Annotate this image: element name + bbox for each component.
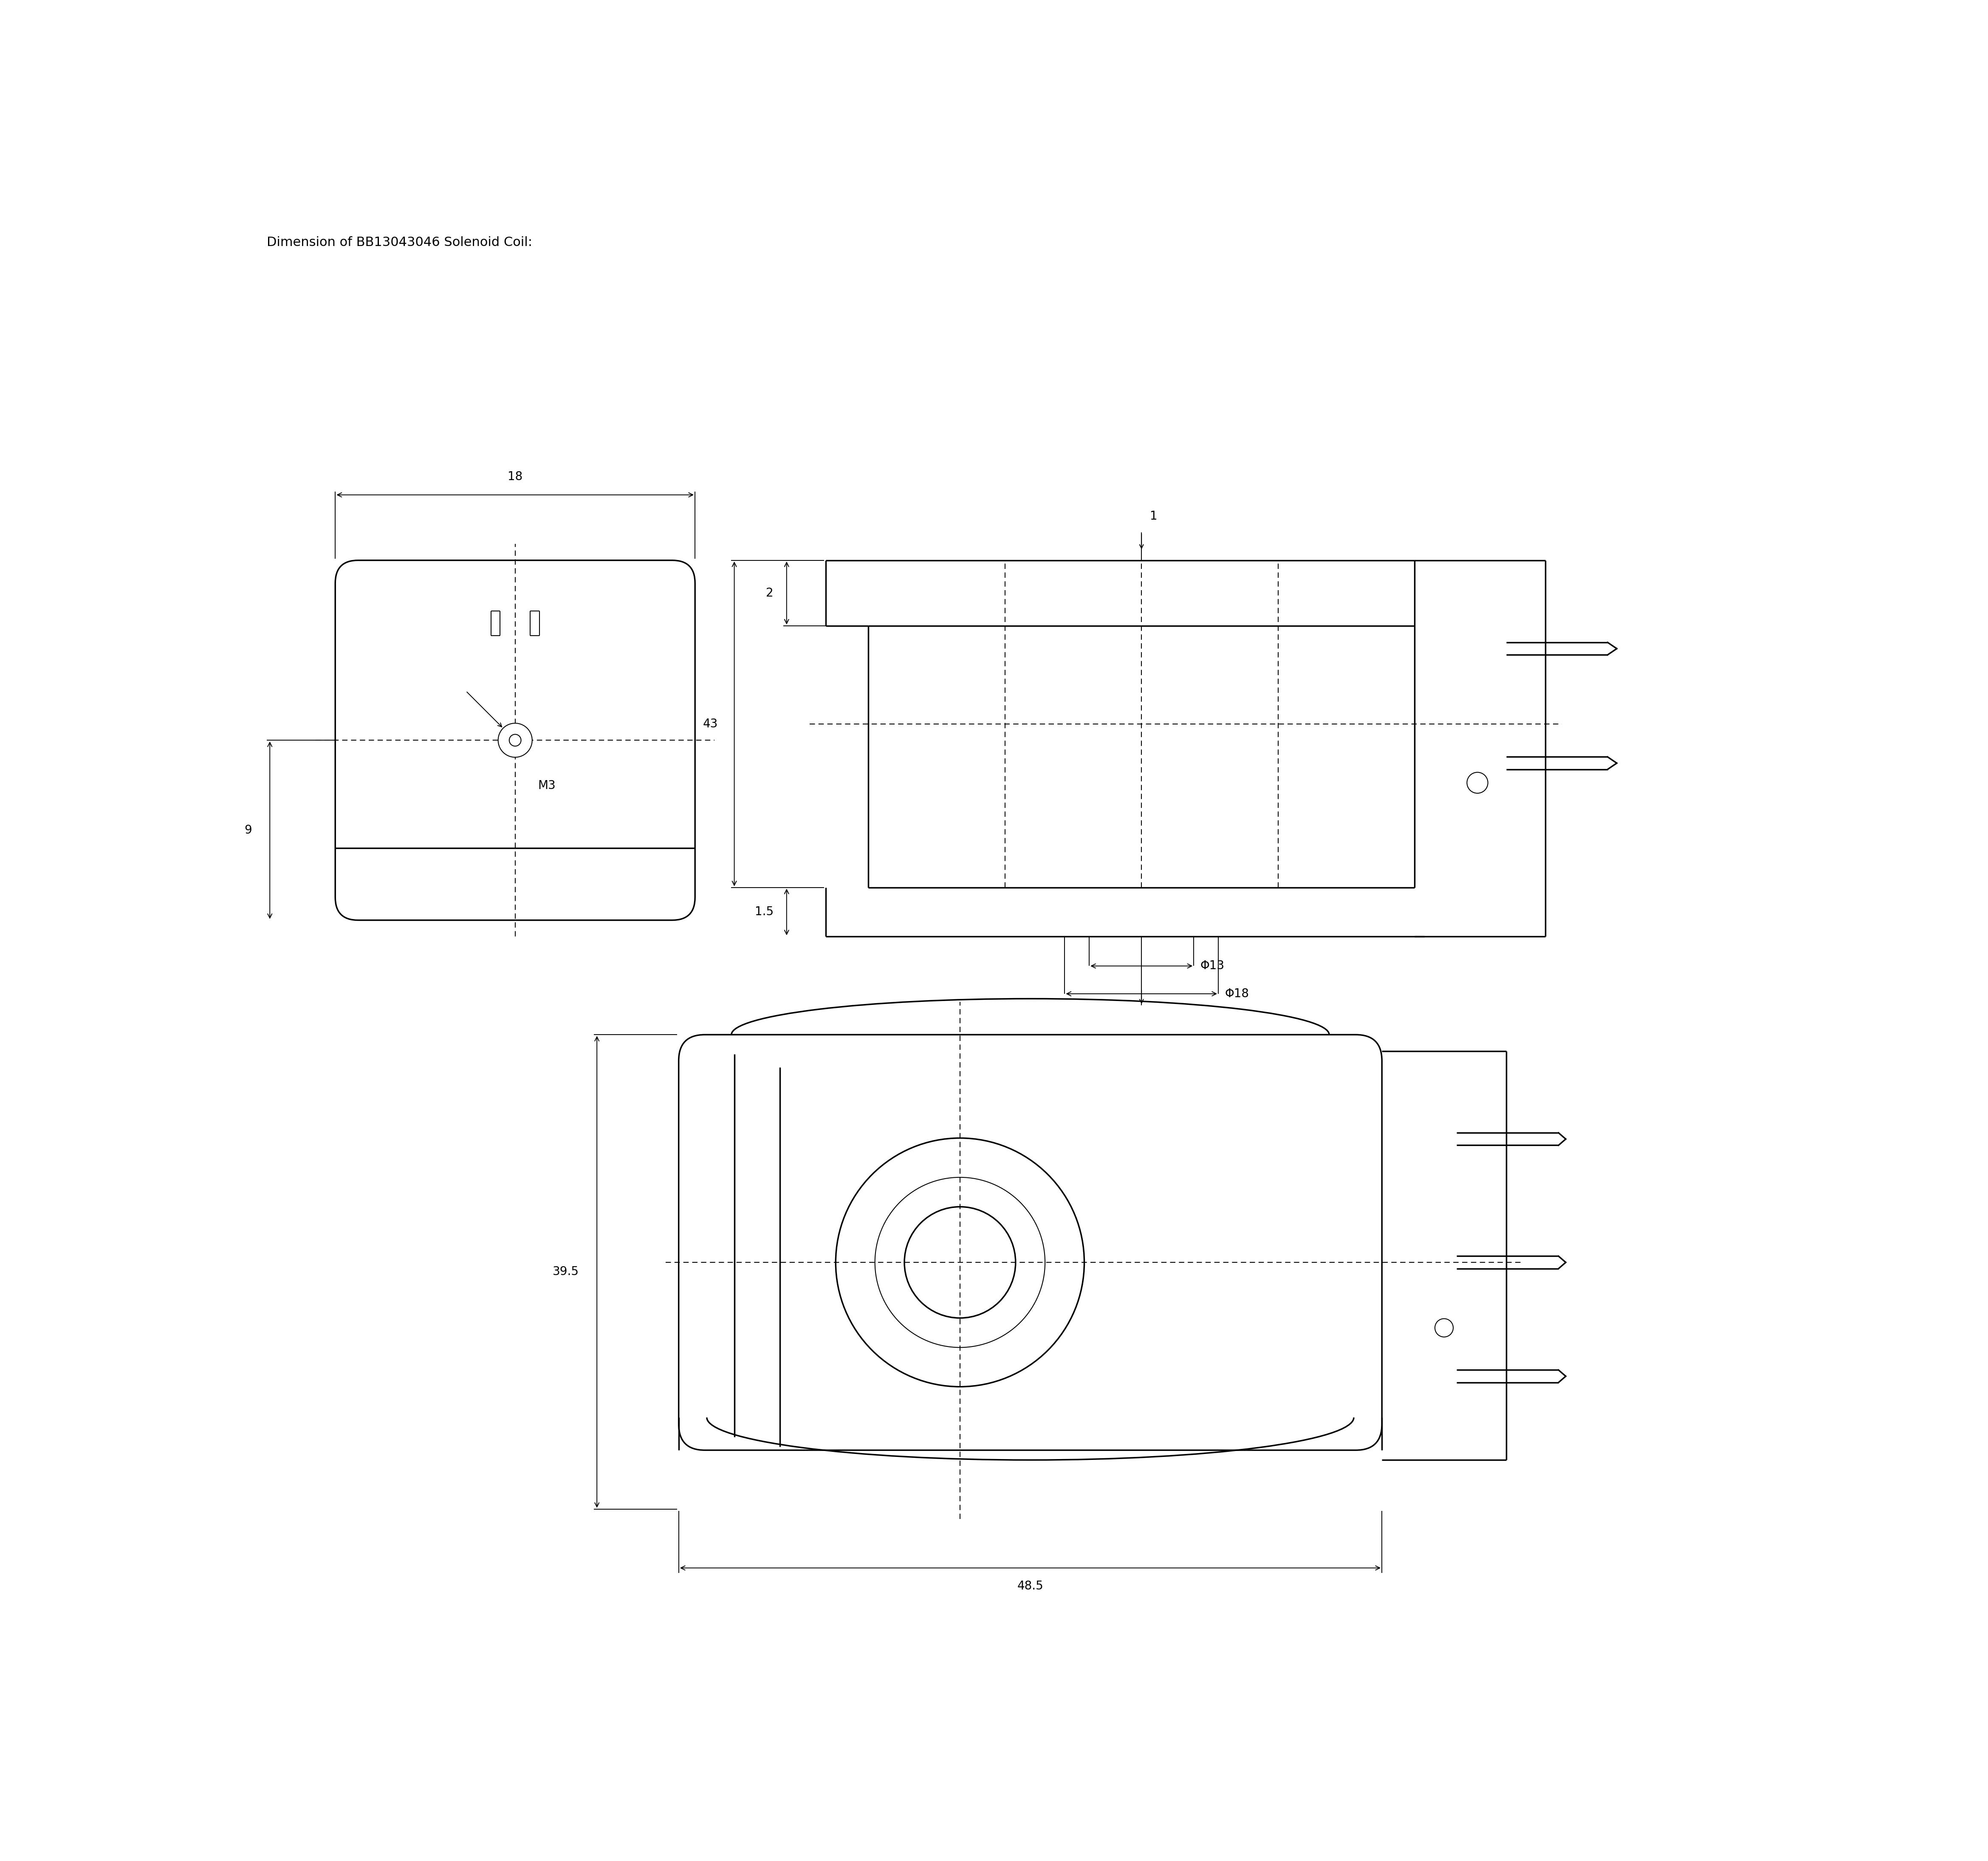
Text: 1: 1: [1149, 510, 1157, 523]
Text: 48.5: 48.5: [1018, 1580, 1044, 1591]
Text: 39.5: 39.5: [553, 1265, 579, 1279]
Text: 2: 2: [765, 586, 773, 599]
Circle shape: [499, 724, 533, 757]
Text: Φ13: Φ13: [1201, 960, 1225, 971]
Text: 1.5: 1.5: [755, 906, 773, 917]
Circle shape: [1467, 772, 1487, 793]
Text: 18: 18: [507, 471, 523, 482]
Text: Φ18: Φ18: [1225, 988, 1248, 999]
Text: Dimension of BB13043046 Solenoid Coil:: Dimension of BB13043046 Solenoid Coil:: [266, 236, 533, 249]
Circle shape: [1435, 1319, 1453, 1336]
Circle shape: [509, 735, 521, 746]
Text: 9: 9: [245, 824, 252, 836]
Text: M3: M3: [539, 780, 557, 791]
Text: 43: 43: [704, 718, 718, 730]
